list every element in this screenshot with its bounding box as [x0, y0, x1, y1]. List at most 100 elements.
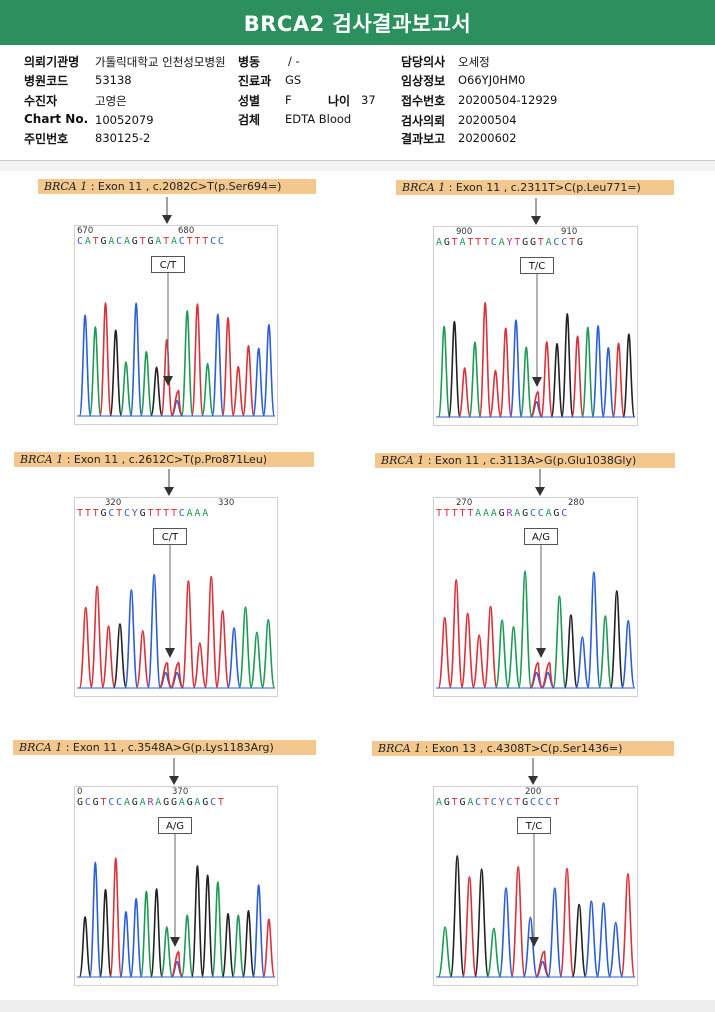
trace-peak — [191, 303, 204, 417]
base-letter: G — [522, 797, 530, 808]
base-letter: T — [217, 797, 226, 808]
trace-peak — [252, 884, 266, 978]
section-divider — [0, 160, 715, 161]
trace-box-2: 900 910 AGTATTTCAYTGGTACCTG T/C — [433, 226, 638, 426]
base-sequence: AGTATTTCAYTGGTACCTG — [436, 237, 635, 249]
base-letter: T — [194, 236, 203, 247]
position-number-right: 330 — [218, 498, 235, 508]
trace-peak — [170, 950, 184, 978]
position-number-left: 320 — [105, 498, 122, 508]
chromatogram-trace — [436, 545, 636, 689]
base-letter: G — [459, 797, 468, 808]
top-arrow-head — [162, 215, 172, 224]
position-number-right: 680 — [178, 226, 195, 236]
variant-label-5: BRCA 1 : Exon 11 , c.3548A>G(p.Lys1183Ar… — [13, 740, 316, 755]
trace-peak — [88, 326, 102, 417]
base-letter: C — [178, 508, 187, 519]
trace-peak — [147, 573, 162, 689]
top-arrow-icon — [535, 469, 545, 496]
base-letter: T — [155, 508, 164, 519]
base-letter: T — [467, 508, 476, 519]
trace-peak — [437, 616, 452, 689]
trace-peak — [231, 914, 245, 978]
trace-peak — [169, 661, 185, 689]
top-arrow-icon — [531, 198, 541, 225]
trace-peak — [78, 916, 92, 978]
trace-peak — [559, 867, 575, 978]
base-letter: G — [139, 508, 148, 519]
base-letter: C — [490, 237, 499, 248]
trace-peak — [99, 302, 112, 417]
trace-peak — [483, 605, 498, 689]
marker-arrow-icon — [170, 937, 180, 947]
trace-peak — [99, 888, 112, 978]
base-letter: G — [186, 797, 195, 808]
trace-peak — [449, 855, 465, 978]
trace-peak — [211, 881, 225, 978]
trace-peak — [586, 571, 601, 689]
base-letter: G — [576, 237, 585, 248]
chromatogram-trace — [77, 834, 276, 978]
doctor-value: 오세정 — [458, 55, 490, 69]
base-letter: G — [443, 237, 452, 248]
variant-label-2: BRCA 1 : Exon 11 , c.2311T>C(p.Leu771=) — [396, 180, 674, 195]
base-letter: C — [561, 508, 570, 519]
base-letter: A — [545, 237, 554, 248]
trace-box-4: 270 280 TTTTTAAAGRAGCCAGC A/G — [433, 497, 638, 697]
trace-peak — [460, 612, 475, 689]
trace-peak — [620, 873, 636, 978]
ward-value: / - — [288, 54, 300, 68]
base-letter: T — [482, 237, 491, 248]
trace-peak — [124, 589, 139, 689]
trace-peak — [78, 606, 93, 689]
ward-label: 병동 — [238, 55, 261, 69]
base-letter: C — [210, 236, 218, 247]
position-number-left: 900 — [456, 227, 473, 237]
trace-peak — [139, 350, 153, 417]
base-letter: T — [451, 237, 460, 248]
gene-name: BRCA 1 — [20, 453, 64, 466]
base-letter: A — [84, 236, 93, 247]
base-letter: Y — [498, 797, 507, 808]
trace-peak — [215, 610, 230, 689]
patient-value: 고영은 — [95, 94, 127, 108]
trace-peak — [158, 661, 173, 689]
base-letter: A — [514, 508, 523, 519]
base-letter: A — [155, 797, 164, 808]
trace-peak — [201, 362, 215, 417]
trace-peak — [458, 367, 472, 418]
age-label: 나이 — [328, 94, 351, 108]
trace-peak — [571, 903, 587, 978]
trace-peak — [112, 623, 128, 689]
trace-peak — [609, 590, 624, 689]
genotype-call-box: A/G — [524, 528, 558, 545]
base-letter: G — [100, 508, 109, 519]
trace-box-3: 320 330 TTTGCTCYGTTTTCAAA C/T — [74, 497, 278, 697]
marker-arrow-icon — [536, 648, 546, 658]
base-letter: T — [475, 237, 483, 248]
trace-peak — [90, 585, 105, 689]
variant-label-6: BRCA 1 : Exon 13 , c.4308T>C(p.Ser1436=) — [372, 741, 674, 756]
base-letter: Y — [506, 237, 515, 248]
marker-arrow-icon — [163, 376, 173, 386]
base-letter: T — [467, 237, 476, 248]
base-letter: G — [443, 797, 452, 808]
base-letter: C — [537, 797, 546, 808]
base-letter: G — [147, 236, 156, 247]
trace-peak — [242, 910, 255, 978]
top-arrow-head — [169, 776, 179, 785]
base-letter: C — [210, 797, 218, 808]
base-letter: T — [514, 797, 523, 808]
chart-label: Chart No. — [24, 112, 89, 126]
trace-peak — [581, 326, 595, 418]
trace-peak — [119, 361, 133, 417]
top-arrow-head — [531, 216, 541, 225]
trace-peak — [591, 325, 605, 418]
trace-peak — [598, 615, 613, 689]
trace-peak — [78, 314, 92, 417]
base-letter: A — [490, 508, 499, 519]
age-value: 37 — [361, 93, 376, 107]
gene-name: BRCA 1 — [381, 454, 425, 467]
base-letter: A — [170, 236, 179, 247]
base-letter: A — [155, 236, 164, 247]
